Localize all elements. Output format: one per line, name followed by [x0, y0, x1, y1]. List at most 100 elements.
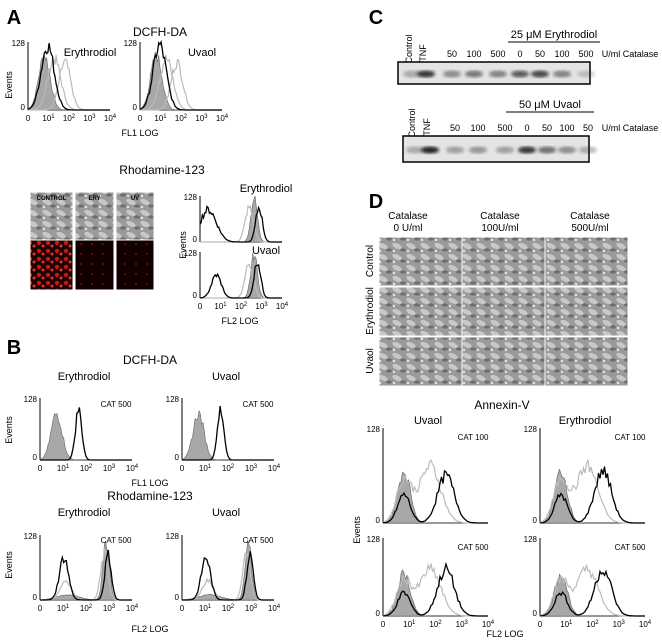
tick-exp: 3 — [254, 464, 258, 470]
tick-exp: 1 — [412, 620, 416, 626]
blot-band — [446, 146, 464, 154]
histogram-curve — [40, 407, 132, 461]
tick-base: 10 — [560, 620, 569, 629]
x-axis-label: FL2 LOG — [221, 316, 258, 326]
tick-base: 10 — [216, 114, 225, 123]
tick-exp: 2 — [89, 604, 93, 610]
tick-base: 10 — [276, 302, 285, 311]
y-max-label: 128 — [184, 193, 198, 202]
blot-band — [577, 70, 595, 78]
y-min-label: 0 — [533, 609, 538, 618]
lane-label: TNF — [422, 118, 432, 136]
tick-exp: 3 — [112, 604, 116, 610]
unit-label: U/ml Catalase — [602, 123, 659, 133]
blot-band — [443, 70, 461, 78]
tick-base: 10 — [126, 464, 135, 473]
annotation: CAT 500 — [243, 536, 274, 545]
lane-label: 0 — [524, 123, 529, 133]
y-min-label: 0 — [533, 516, 538, 525]
x-tick-label: 0 — [38, 464, 43, 473]
y-min-label: 0 — [21, 103, 26, 112]
blot-band — [579, 146, 597, 154]
y-max-label: 128 — [166, 395, 180, 404]
histogram-curve — [199, 205, 282, 243]
histogram-curve — [539, 466, 645, 524]
y-min-label: 0 — [33, 593, 38, 602]
fluorescence-image — [74, 239, 115, 291]
column-header: 0 U/ml — [394, 223, 423, 234]
tick-exp: 2 — [244, 302, 248, 308]
tick-exp: 2 — [72, 114, 76, 120]
x-tick-label: 103 — [83, 114, 96, 123]
histogram-curve — [27, 55, 110, 111]
x-tick-label: 0 — [538, 620, 543, 629]
histogram-curve — [39, 540, 132, 601]
tick-exp: 4 — [225, 114, 229, 120]
x-tick-label: 103 — [103, 464, 116, 473]
tick-exp: 3 — [112, 464, 116, 470]
x-axis-label: FL2 LOG — [131, 624, 168, 634]
y-max-label: 128 — [184, 249, 198, 258]
tick-exp: 4 — [277, 464, 281, 470]
tick-exp: 1 — [569, 620, 573, 626]
tick-exp: 4 — [648, 620, 652, 626]
histogram-curve — [382, 469, 488, 524]
blot-band — [511, 70, 529, 78]
lane-label: 100 — [559, 123, 574, 133]
y-max-label: 128 — [524, 535, 538, 544]
histogram-curve — [539, 459, 645, 524]
section-title: DCFH-DA — [133, 25, 187, 39]
x-tick-label: 103 — [255, 302, 268, 311]
annotation: CAT 500 — [101, 400, 132, 409]
y-max-label: 128 — [12, 39, 26, 48]
image-label: CONTROL — [37, 196, 67, 202]
tick-exp: 2 — [184, 114, 188, 120]
lane-label: 0 — [517, 49, 522, 59]
micrograph — [74, 191, 115, 241]
micrograph — [544, 336, 629, 387]
tick-exp: 4 — [285, 302, 289, 308]
tick-base: 10 — [268, 464, 277, 473]
x-tick-label: 0 — [381, 620, 386, 629]
tick-base: 10 — [175, 114, 184, 123]
histogram-curve — [182, 405, 274, 461]
x-tick-label: 102 — [586, 620, 599, 629]
tick-exp: 4 — [113, 114, 117, 120]
tick-exp: 3 — [264, 302, 268, 308]
plot-label: Uvaol — [414, 415, 442, 427]
tick-base: 10 — [80, 464, 89, 473]
x-tick-label: 101 — [154, 114, 167, 123]
x-axis-label: FL2 LOG — [486, 629, 523, 639]
tick-base: 10 — [126, 604, 135, 613]
tick-base: 10 — [245, 604, 254, 613]
tick-exp: 3 — [465, 620, 469, 626]
histogram-curve — [200, 253, 282, 299]
x-tick-label: 104 — [126, 464, 139, 473]
blot-band — [489, 70, 507, 78]
x-tick-label: 0 — [180, 464, 185, 473]
y-axis-label: Events — [4, 551, 14, 579]
y-max-label: 128 — [24, 532, 38, 541]
column-header: 100U/ml — [481, 223, 518, 234]
tick-base: 10 — [154, 114, 163, 123]
tick-base: 10 — [103, 604, 112, 613]
tick-base: 10 — [42, 114, 51, 123]
tick-exp: 1 — [163, 114, 167, 120]
x-tick-label: 101 — [199, 604, 212, 613]
column-header: Catalase — [388, 211, 428, 222]
micrograph — [544, 286, 629, 337]
tick-base: 10 — [103, 464, 112, 473]
x-tick-label: 101 — [403, 620, 416, 629]
y-max-label: 128 — [367, 535, 381, 544]
x-tick-label: 103 — [245, 464, 258, 473]
micrograph — [29, 191, 74, 241]
histogram-curve — [139, 39, 222, 111]
tick-exp: 1 — [208, 464, 212, 470]
image-label: UV — [131, 196, 139, 202]
x-tick-label: 101 — [214, 302, 227, 311]
tick-base: 10 — [639, 620, 648, 629]
histogram-curve — [182, 551, 274, 601]
y-max-label: 128 — [367, 425, 381, 434]
